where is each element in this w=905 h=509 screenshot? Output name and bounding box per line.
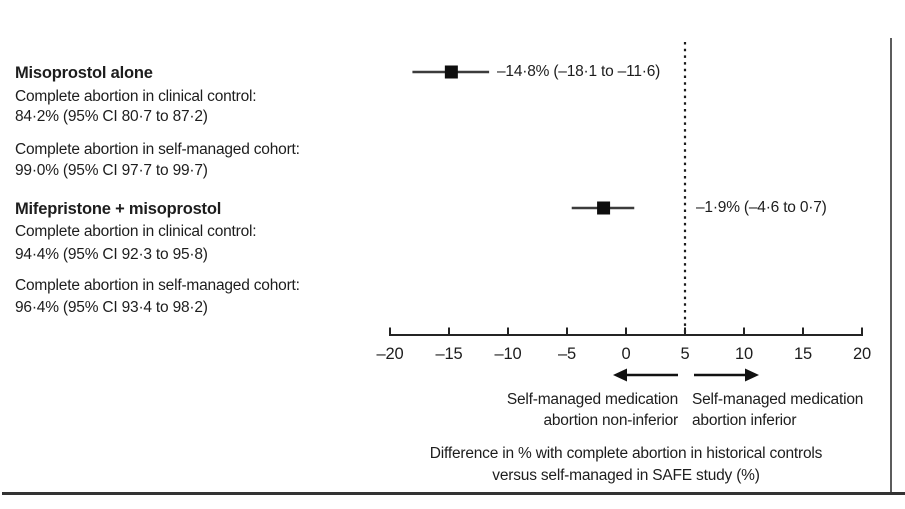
x-axis-tick-label: –10 [495, 345, 522, 363]
x-axis-tick-label: 5 [681, 345, 690, 363]
group-1-clinical-value: 84·2% (95% CI 80·7 to 87·2) [15, 108, 208, 125]
group-2-clinical-label: Complete abortion in clinical control: [15, 223, 257, 240]
x-axis-tick-label: 0 [622, 345, 631, 363]
x-axis-tick-label: –15 [436, 345, 463, 363]
group-1-title: Misoprostol alone [15, 64, 153, 82]
x-axis-caption: Difference in % with complete abortion i… [326, 443, 905, 487]
x-axis-tick-label: –5 [558, 345, 576, 363]
x-axis-tick-label: 20 [853, 345, 871, 363]
x-axis-tick-label: 10 [735, 345, 753, 363]
direction-left-line-2: abortion non-inferior [543, 412, 678, 429]
group-2-selfmanaged-label: Complete abortion in self-managed cohort… [15, 277, 300, 294]
x-axis-tick-label: –20 [377, 345, 404, 363]
x-axis-tick-label: 15 [794, 345, 812, 363]
figure-border-right [890, 38, 892, 494]
group-2-clinical-value: 94·4% (95% CI 92·3 to 95·8) [15, 246, 208, 263]
direction-label-non-inferior: Self-managed medication abortion non-inf… [507, 389, 678, 431]
x-axis-caption-line-1: Difference in % with complete abortion i… [429, 445, 823, 462]
arrow-left-head-icon [613, 368, 627, 382]
point-estimate-marker [444, 65, 458, 79]
group-2-title: Mifepristone + misoprostol [15, 200, 222, 218]
figure-border-bottom [2, 492, 905, 495]
direction-right-line-2: abortion inferior [692, 412, 797, 429]
direction-right-line-1: Self-managed medication [692, 391, 864, 408]
point-estimate-marker [597, 201, 611, 215]
estimate-label-group-2: –1·9% (–4·6 to 0·7) [696, 199, 827, 216]
arrow-right-head-icon [745, 368, 759, 382]
group-2-selfmanaged-value: 96·4% (95% CI 93·4 to 98·2) [15, 299, 208, 316]
direction-label-inferior: Self-managed medication abortion inferio… [692, 389, 863, 431]
group-1-selfmanaged-value: 99·0% (95% CI 97·7 to 99·7) [15, 162, 208, 179]
direction-left-line-1: Self-managed medication [506, 391, 678, 408]
group-1-clinical-label: Complete abortion in clinical control: [15, 88, 257, 105]
x-axis-caption-line-2: versus self-managed in SAFE study (%) [492, 467, 760, 484]
group-1-selfmanaged-label: Complete abortion in self-managed cohort… [15, 141, 300, 158]
estimate-label-group-1: –14·8% (–18·1 to –11·6) [497, 63, 661, 80]
